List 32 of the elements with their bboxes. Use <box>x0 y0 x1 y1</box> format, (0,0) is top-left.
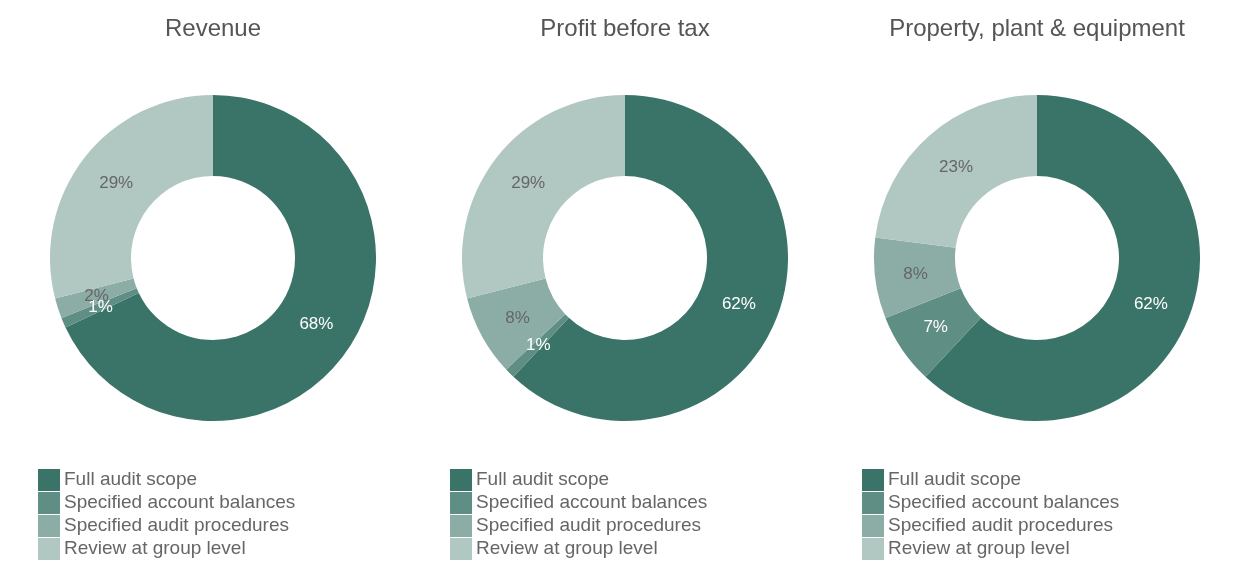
legend-label: Specified audit procedures <box>64 514 289 536</box>
legend-label: Review at group level <box>64 537 246 559</box>
donut-slice <box>65 95 376 421</box>
legend-label: Specified account balances <box>64 491 296 513</box>
donut-slice <box>462 95 625 299</box>
data-label: 68% <box>299 314 334 334</box>
data-label: 29% <box>99 173 134 193</box>
data-label: 1% <box>526 335 551 355</box>
data-label: 23% <box>938 156 973 176</box>
data-label: 8% <box>903 263 928 283</box>
data-label: 29% <box>511 173 546 193</box>
donut-slice <box>875 95 1037 248</box>
donut-slice <box>50 95 213 299</box>
data-label: 8% <box>505 307 530 327</box>
legend-label: Review at group level <box>476 537 658 559</box>
data-label: 7% <box>923 317 948 337</box>
legend-label: Full audit scope <box>64 468 198 490</box>
legend-label: Specified audit procedures <box>476 514 701 536</box>
chart-title: Revenue <box>163 14 263 42</box>
data-label: 62% <box>721 293 756 313</box>
legend-label: Specified account balances <box>888 491 1120 513</box>
legend-label: Specified account balances <box>476 491 708 513</box>
legend-label: Full audit scope <box>888 468 1022 490</box>
legend-label: Review at group level <box>888 537 1070 559</box>
legend-label: Full audit scope <box>476 468 610 490</box>
donut-slice <box>885 288 981 377</box>
chart-title: Profit before tax <box>539 14 711 42</box>
donut-slice <box>874 237 961 318</box>
donut-slice <box>467 278 566 370</box>
data-label: 62% <box>1133 293 1168 313</box>
legend-label: Specified audit procedures <box>888 514 1113 536</box>
chart-title: Property, plant & equipment <box>888 14 1186 42</box>
